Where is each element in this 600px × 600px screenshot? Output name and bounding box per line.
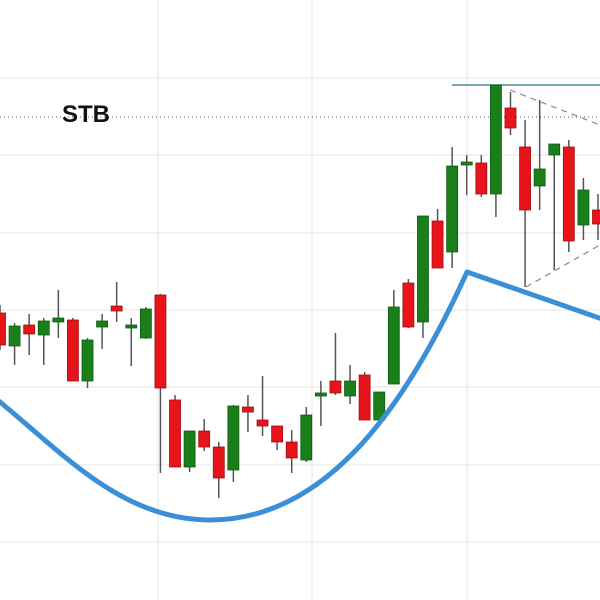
candle-up — [533, 168, 546, 187]
candle-up — [387, 306, 400, 385]
candle-up — [417, 215, 429, 323]
candle-down — [504, 107, 517, 129]
candle-down — [23, 324, 36, 335]
candle-down — [402, 282, 415, 328]
candle-down — [154, 294, 167, 389]
candle-up — [37, 320, 50, 336]
triangle-lower-line — [525, 244, 600, 288]
candle-down — [67, 319, 79, 382]
triangle-upper-line — [509, 89, 600, 126]
candle-up — [81, 339, 94, 382]
candle-down — [271, 425, 284, 443]
cup-and-handle-curve — [0, 269, 600, 523]
candle-down — [242, 406, 254, 413]
candle-up — [300, 414, 313, 461]
candle-up — [125, 324, 138, 329]
candle-up — [8, 325, 21, 347]
candle-down — [431, 220, 444, 269]
candle-up — [577, 189, 590, 226]
candle-up — [139, 308, 152, 339]
candle-down — [562, 146, 575, 242]
candle-down — [169, 399, 181, 468]
stb-label: STB — [62, 101, 110, 128]
candle-up — [344, 380, 356, 397]
candle-up — [183, 430, 196, 468]
candle-down — [285, 441, 298, 459]
candle-down — [212, 446, 225, 479]
candle-down — [592, 209, 600, 225]
candle-down — [198, 430, 211, 448]
candle-up — [548, 143, 561, 156]
candle-down — [110, 305, 123, 312]
candle-up — [314, 392, 327, 397]
candle-down — [0, 312, 6, 346]
candle-down — [358, 374, 371, 421]
candle-down — [519, 146, 531, 211]
candle-up — [490, 84, 502, 195]
candle-down — [475, 162, 488, 195]
candle-up — [227, 405, 240, 471]
candle-up — [96, 320, 108, 328]
candle-down — [329, 380, 342, 394]
candle-down — [256, 419, 269, 427]
candle-up — [52, 317, 65, 323]
candle-up — [460, 161, 473, 166]
candle-up — [446, 165, 459, 253]
